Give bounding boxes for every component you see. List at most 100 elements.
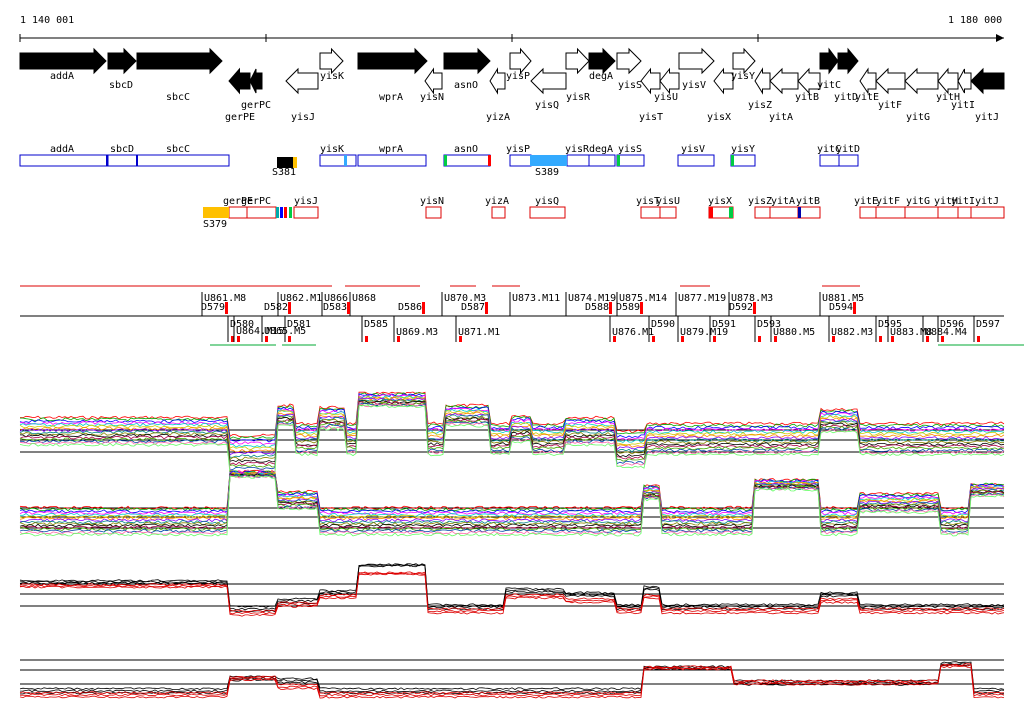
- gene-arrow-yitE[interactable]: yitE: [855, 67, 879, 103]
- gene-arrow-gerPE[interactable]: gerPE: [225, 67, 255, 123]
- gene-arrow-yisU[interactable]: yisU: [654, 67, 680, 103]
- forward-box-yisK[interactable]: yisK: [319, 144, 357, 167]
- feature-U874.M19[interactable]: U874.M19: [565, 292, 616, 316]
- gene-arrow-degA[interactable]: degA: [588, 47, 616, 82]
- gene-arrow-wprA[interactable]: wprA: [357, 47, 428, 103]
- feature-D582[interactable]: D582: [264, 302, 291, 314]
- gene-arrow-yitG[interactable]: yitG: [904, 67, 939, 123]
- gene-arrow-asnO[interactable]: asnO: [443, 47, 491, 91]
- gene-arrow-yitH[interactable]: yitH: [936, 67, 960, 103]
- gene-arrow-yisX[interactable]: yisX: [707, 67, 734, 123]
- feature-D594[interactable]: D594: [829, 302, 856, 314]
- gene-arrow-yitB[interactable]: yitB: [795, 67, 821, 103]
- gene-arrow-yitF[interactable]: yitF: [875, 67, 906, 111]
- reverse-box-yitE[interactable]: yitE: [854, 196, 878, 219]
- reverse-box-yisJ[interactable]: yisJ: [293, 196, 319, 219]
- feature-U883.M8[interactable]: U883.M8: [887, 316, 932, 342]
- forward-box-yisR[interactable]: yisR: [565, 144, 590, 167]
- gene-arrow-label: yisZ: [748, 100, 772, 111]
- feature-D580[interactable]: D580: [227, 316, 254, 342]
- feature-D583[interactable]: D583: [323, 302, 350, 314]
- segment-S389[interactable]: S389: [530, 155, 567, 178]
- feature-D589[interactable]: D589: [616, 302, 643, 314]
- feature-D590[interactable]: D590: [648, 316, 675, 342]
- feature-U864.M15[interactable]: U864.M15: [233, 316, 284, 342]
- forward-box-sbcC[interactable]: sbcC: [136, 144, 230, 167]
- forward-box-asnO[interactable]: asnO: [443, 144, 491, 167]
- gene-arrow-yitA[interactable]: yitA: [769, 67, 799, 123]
- feature-U880.M5[interactable]: U880.M5: [770, 316, 815, 342]
- forward-box-yisY[interactable]: yisY: [730, 144, 756, 167]
- gene-arrow-shape: [678, 47, 715, 75]
- gene-arrow-yisR[interactable]: yisR: [565, 47, 591, 103]
- feature-D595[interactable]: D595: [875, 316, 902, 342]
- gene-arrow-yisP[interactable]: yisP: [506, 47, 532, 82]
- feature-D596[interactable]: D596: [937, 316, 964, 342]
- feature-U878.M3[interactable]: U878.M3: [728, 292, 773, 316]
- reverse-box-yisQ[interactable]: yisQ: [529, 196, 566, 219]
- feature-U866[interactable]: U866: [321, 292, 348, 316]
- feature-U870.M3[interactable]: U870.M3: [441, 292, 486, 316]
- feature-U862.M1[interactable]: U862.M1: [277, 292, 322, 316]
- feature-mark: [422, 302, 425, 314]
- feature-U877.M19[interactable]: U877.M19: [675, 292, 726, 316]
- feature-U861.M8[interactable]: U861.M8: [201, 292, 246, 316]
- feature-U875.M14[interactable]: U875.M14: [616, 292, 667, 316]
- feature-U876.M1[interactable]: U876.M1: [609, 316, 654, 342]
- gene-arrow-yisS[interactable]: yisS: [616, 47, 642, 91]
- forward-box-wprA[interactable]: wprA: [357, 144, 427, 167]
- gene-box-label: yitH: [934, 196, 958, 207]
- feature-D581[interactable]: D581: [284, 316, 311, 342]
- feature-U868[interactable]: U868: [349, 292, 376, 316]
- gene-arrow-yitD[interactable]: yitD: [834, 47, 859, 103]
- feature-D587[interactable]: D587: [461, 302, 488, 314]
- gene-arrow-yisZ[interactable]: yisZ: [748, 67, 772, 111]
- reverse-box-yisU[interactable]: yisU: [656, 196, 680, 219]
- gene-arrow-yisV[interactable]: yisV: [678, 47, 715, 91]
- forward-box-yitD[interactable]: yitD: [836, 144, 860, 167]
- gene-arrow-sbcC[interactable]: sbcC: [136, 47, 223, 103]
- gene-arrow-yisJ[interactable]: yisJ: [285, 67, 319, 123]
- gene-arrow-yisN[interactable]: yisN: [420, 67, 444, 103]
- reverse-box-yisZ[interactable]: yisZ: [748, 196, 772, 219]
- gene-arrow-yisY[interactable]: yisY: [731, 47, 756, 82]
- reverse-box-yisN[interactable]: yisN: [420, 196, 444, 219]
- feature-U879.M19[interactable]: U879.M19: [677, 316, 728, 342]
- forward-box-sbcD[interactable]: sbcD: [107, 144, 138, 167]
- feature-U869.M3[interactable]: U869.M3: [393, 316, 438, 342]
- reverse-box-yitJ[interactable]: yitJ: [970, 196, 1005, 219]
- gene-arrow-yitJ[interactable]: yitJ: [970, 67, 1005, 123]
- feature-D585[interactable]: D585: [361, 316, 388, 342]
- gene-arrow-yisQ[interactable]: yisQ: [530, 67, 567, 111]
- feature-D592[interactable]: D592: [729, 302, 756, 314]
- feature-U881.M5[interactable]: U881.M5: [819, 292, 864, 316]
- segment-S379[interactable]: S379: [203, 207, 229, 230]
- feature-U884.M4[interactable]: U884.M4: [922, 316, 967, 342]
- forward-box-addA[interactable]: addA: [19, 144, 109, 167]
- reverse-box-yizA[interactable]: yizA: [485, 196, 509, 219]
- feature-U871.M1[interactable]: U871.M1: [455, 316, 500, 342]
- gene-arrow-sbcD[interactable]: sbcD: [107, 47, 137, 91]
- gene-arrow-yitC[interactable]: yitC: [817, 47, 841, 91]
- feature-D588[interactable]: D588: [585, 302, 612, 314]
- feature-U882.M3[interactable]: U882.M3: [828, 316, 873, 342]
- segment-S381[interactable]: S381: [272, 157, 297, 178]
- gene-arrow-yisT[interactable]: yisT: [639, 67, 663, 123]
- gene-arrow-gerPC[interactable]: gerPC: [241, 68, 271, 111]
- feature-D593[interactable]: D593: [754, 316, 781, 342]
- gene-arrow-yitI[interactable]: yitI: [951, 68, 975, 111]
- feature-D597[interactable]: D597: [973, 316, 1000, 342]
- forward-box-yisS[interactable]: yisS: [616, 144, 645, 167]
- gene-arrow-yizA[interactable]: yizA: [486, 67, 510, 123]
- reverse-box-yitF[interactable]: yitF: [875, 196, 906, 219]
- forward-box-yisP[interactable]: yisP: [506, 144, 532, 167]
- feature-D586[interactable]: D586: [398, 302, 425, 314]
- reverse-box-yitA[interactable]: yitA: [769, 196, 799, 219]
- feature-D579[interactable]: D579: [201, 302, 228, 314]
- feature-D591[interactable]: D591: [709, 316, 736, 342]
- feature-U873.M11[interactable]: U873.M11: [509, 292, 560, 316]
- forward-box-degA[interactable]: degA: [588, 144, 616, 167]
- gene-arrow-addA[interactable]: addA: [19, 47, 107, 82]
- gene-arrow-yisK[interactable]: yisK: [319, 47, 344, 82]
- forward-box-yisV[interactable]: yisV: [677, 144, 715, 167]
